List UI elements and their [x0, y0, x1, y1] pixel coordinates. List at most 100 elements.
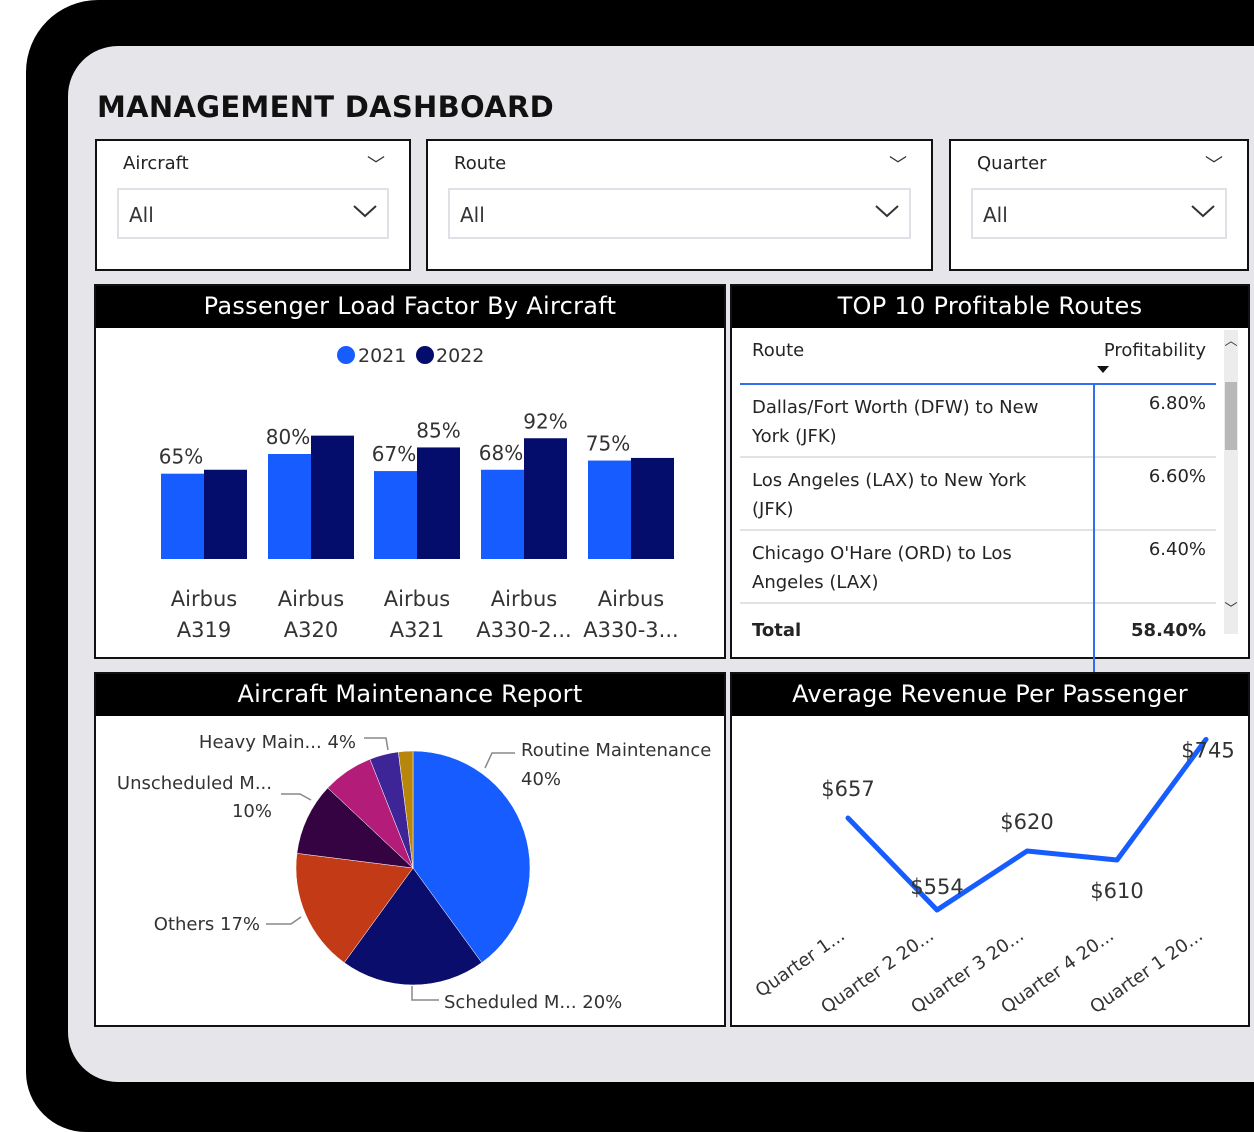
scrollbar-thumb[interactable]: [1225, 382, 1237, 450]
dropdown-value: All: [460, 203, 485, 227]
bar-2022: [204, 469, 247, 559]
route-cell: Dallas/Fort Worth (DFW) to New York (JFK…: [752, 397, 1039, 447]
load-factor-panel: Passenger Load Factor By Aircraft 2021 20…: [94, 284, 726, 659]
panel-title: Passenger Load Factor By Aircraft: [96, 286, 724, 328]
data-label: 85%: [416, 418, 460, 442]
pie-slice: [296, 787, 414, 869]
slice-label: Heavy Main... 4%: [199, 732, 356, 753]
chevron-down-icon[interactable]: ﹀: [1205, 155, 1223, 176]
panel-title: TOP 10 Profitable Routes: [732, 286, 1248, 328]
table-scrollbar[interactable]: ︿ ﹀: [1224, 330, 1238, 634]
data-label: 92%: [523, 409, 567, 433]
column-header-profitability[interactable]: Profitability: [1103, 340, 1206, 361]
aircraft-dropdown[interactable]: All: [117, 188, 389, 239]
chevron-down-icon[interactable]: ﹀: [889, 155, 907, 176]
data-label: 68%: [479, 441, 523, 465]
routes-table: Route Profitability Dallas/Fort Worth (D…: [740, 330, 1216, 705]
route-cell: Chicago O'Hare (ORD) to Los Angeles (LAX…: [752, 543, 1012, 593]
leader-line: [411, 986, 439, 1001]
profitability-cell: 6.80%: [1148, 393, 1206, 414]
total-value: 58.40%: [1131, 620, 1206, 641]
chevron-down-icon[interactable]: ﹀: [1224, 602, 1238, 617]
revenue-line: [845, 736, 1209, 913]
data-label: $745: [1181, 738, 1234, 762]
leader-line: [266, 916, 302, 925]
legend-marker-2022: [416, 346, 434, 364]
x-tick-label: Airbus: [171, 587, 237, 611]
revenue-panel: Average Revenue Per Passenger $657 Quarte…: [730, 672, 1250, 1027]
chevron-down-icon: [353, 205, 377, 218]
chevron-down-icon: [875, 205, 899, 218]
slice-label: Unscheduled M...: [117, 773, 272, 794]
slicer-quarter: Quarter ﹀ All: [949, 139, 1249, 271]
legend-label-2022: 2022: [436, 345, 484, 367]
slicer-label: Quarter: [977, 153, 1047, 174]
pie-slice: [343, 867, 483, 986]
leader-line: [364, 737, 389, 751]
chevron-down-icon[interactable]: ﹀: [367, 155, 385, 176]
table-row[interactable]: Chicago O'Hare (ORD) to Los Angeles (LAX…: [740, 531, 1216, 604]
legend-marker-2021: [337, 346, 355, 364]
bar-2021: [161, 473, 204, 559]
slice-label: Others 17%: [154, 914, 260, 935]
slicer-aircraft: Aircraft ﹀ All: [95, 139, 411, 271]
table-total-row: Total 58.40%: [740, 604, 1216, 656]
data-label: $554: [910, 875, 963, 899]
dropdown-value: All: [983, 203, 1008, 227]
pie-slice: [398, 750, 414, 869]
bar-2021: [481, 469, 524, 559]
data-label: $620: [1000, 810, 1053, 834]
slice-label: Routine Maintenance: [521, 740, 711, 761]
bar-2022: [631, 457, 674, 559]
data-label: 65%: [159, 445, 203, 469]
bar-2021: [268, 454, 311, 559]
slicer-route: Route ﹀ All: [426, 139, 933, 271]
column-header-route[interactable]: Route: [752, 340, 805, 361]
dropdown-value: All: [129, 203, 154, 227]
bar-2022: [311, 435, 354, 559]
data-label: 67%: [372, 442, 416, 466]
x-tick-label: A319: [177, 618, 231, 642]
legend-label-2021: 2021: [358, 345, 406, 367]
x-tick-label: Airbus: [278, 587, 344, 611]
page-title: MANAGEMENT DASHBOARD: [97, 90, 554, 124]
data-label: 75%: [586, 432, 630, 456]
slicer-label: Route: [454, 153, 507, 174]
slice-label: Scheduled M... 20%: [444, 992, 622, 1013]
profitability-cell: 6.60%: [1148, 466, 1206, 487]
x-tick-label: Airbus: [384, 587, 450, 611]
table-row[interactable]: Dallas/Fort Worth (DFW) to New York (JFK…: [740, 385, 1216, 458]
quarter-dropdown[interactable]: All: [971, 188, 1227, 239]
table-row[interactable]: Los Angeles (LAX) to New York (JFK) 6.60%: [740, 458, 1216, 531]
x-tick-label: A320: [284, 618, 338, 642]
data-label: $610: [1090, 879, 1143, 903]
x-tick-label: Airbus: [598, 587, 664, 611]
chevron-down-icon: [1191, 205, 1215, 218]
data-label: 80%: [266, 425, 310, 449]
slice-label: 40%: [521, 769, 561, 790]
x-tick-label: A321: [390, 618, 444, 642]
pie-slice: [295, 853, 414, 964]
maintenance-panel: Aircraft Maintenance Report Routine Main…: [94, 672, 726, 1027]
bar-2021: [588, 460, 631, 559]
slicer-label: Aircraft: [123, 153, 189, 174]
route-cell: Los Angeles (LAX) to New York (JFK): [752, 470, 1027, 520]
data-label: $657: [821, 777, 874, 801]
chevron-up-icon[interactable]: ︿: [1224, 334, 1238, 349]
column-divider: [1093, 385, 1095, 705]
bar-2022: [524, 438, 567, 559]
x-tick-label: A330-3...: [583, 618, 678, 642]
load-factor-bar-chart: 2021 2022 65% Airbus A319 80% Airbus A320 67%85%…: [159, 345, 679, 642]
panel-title: Aircraft Maintenance Report: [96, 674, 724, 716]
x-tick-label: A330-2...: [476, 618, 571, 642]
total-label: Total: [752, 620, 802, 641]
profitability-cell: 6.40%: [1148, 539, 1206, 560]
top-routes-panel: TOP 10 Profitable Routes Route Profitabi…: [730, 284, 1250, 705]
bar-2021: [374, 471, 417, 559]
x-tick-label: Airbus: [491, 587, 557, 611]
bar-2022: [417, 447, 460, 559]
route-dropdown[interactable]: All: [448, 188, 911, 239]
sort-descending-icon: [1097, 366, 1109, 373]
table-header: Route Profitability: [740, 330, 1216, 385]
